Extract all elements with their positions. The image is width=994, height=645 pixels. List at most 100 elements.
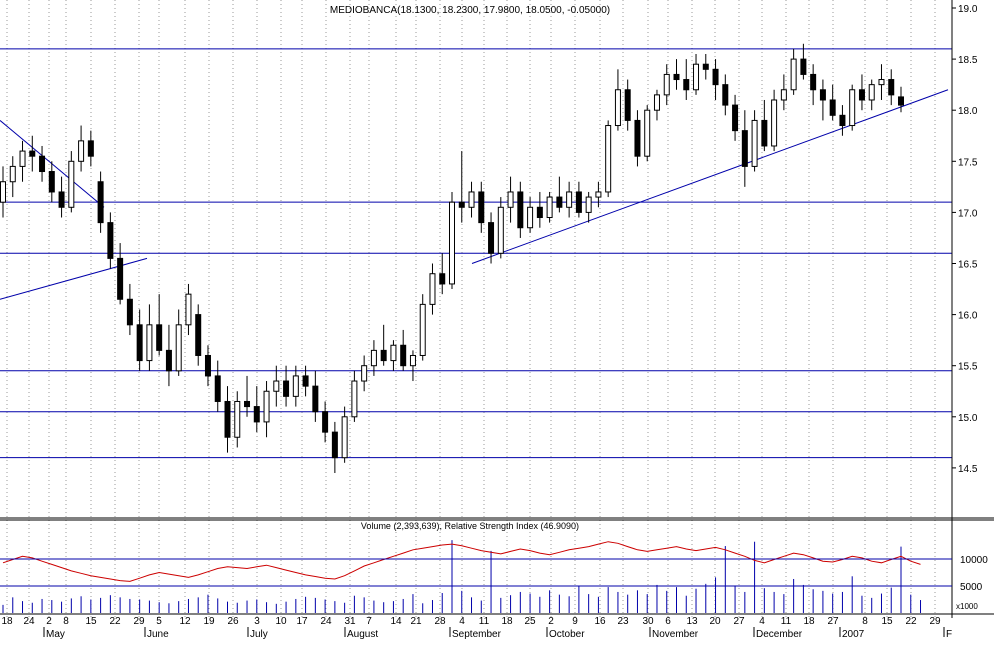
candle-body-44 [429, 273, 436, 305]
candle-body-7 [68, 160, 75, 208]
candle-body-65 [634, 119, 641, 157]
candle-body-46 [449, 201, 455, 285]
month-label-7: December [756, 629, 803, 640]
day-label-33: 4 [759, 616, 765, 627]
candle-body-67 [653, 94, 660, 111]
candle-body-81 [790, 58, 797, 91]
volume-tick-label-0: 5000 [960, 582, 983, 593]
month-label-3: August [347, 629, 378, 640]
candle-body-6 [58, 191, 65, 208]
candle-body-39 [380, 349, 387, 362]
month-label-8: 2007 [842, 629, 865, 640]
candle-body-50 [488, 222, 495, 254]
day-label-27: 23 [617, 616, 629, 627]
candle-body-36 [351, 380, 358, 418]
month-label-4: September [452, 629, 502, 640]
day-label-21: 11 [479, 616, 490, 627]
day-label-37: 8 [862, 616, 868, 627]
candle-body-48 [468, 191, 475, 208]
candle-body-62 [605, 125, 612, 193]
day-label-25: 9 [572, 616, 578, 627]
candle-body-60 [585, 196, 592, 213]
day-label-39: 22 [905, 616, 917, 627]
rsi-line [2, 541, 921, 582]
candle-body-57 [556, 196, 563, 208]
candle-body-56 [546, 196, 553, 219]
month-label-0: May [46, 629, 65, 640]
price-chart-title: MEDIOBANCA(18.1300, 18.2300, 17.9800, 18… [330, 5, 610, 16]
candle-body-58 [566, 191, 573, 208]
candle-body-55 [536, 206, 543, 219]
candle-body-37 [361, 365, 368, 382]
candle-body-71 [693, 63, 700, 91]
candle-body-32 [312, 385, 319, 413]
candle-body-18 [175, 324, 182, 372]
day-label-22: 18 [501, 616, 513, 627]
candle-body-35 [341, 416, 348, 459]
candle-body-49 [478, 191, 485, 224]
candle-body-52 [507, 191, 514, 208]
candle-body-38 [370, 349, 377, 367]
candle-body-0 [0, 181, 6, 203]
day-label-35: 18 [803, 616, 815, 627]
candle-body-51 [497, 206, 504, 254]
candle-body-59 [575, 191, 582, 213]
day-label-12: 10 [275, 616, 287, 627]
candle-body-13 [126, 298, 133, 326]
day-label-23: 25 [524, 616, 536, 627]
candle-body-14 [136, 324, 143, 362]
day-label-30: 13 [686, 616, 698, 627]
day-label-7: 5 [156, 616, 162, 627]
day-label-38: 15 [881, 616, 893, 627]
candle-body-89 [868, 84, 875, 101]
candle-body-73 [712, 68, 719, 86]
candle-body-17 [165, 349, 172, 372]
candle-body-78 [761, 119, 768, 147]
volume-unit-label: x1000 [956, 602, 978, 611]
candle-body-88 [858, 89, 865, 101]
candle-body-34 [331, 431, 338, 459]
price-tick-label-9: 19.0 [958, 4, 978, 15]
rsi-series-line [2, 541, 921, 582]
day-label-34: 11 [781, 616, 792, 627]
candle-body-10 [97, 181, 104, 224]
price-tick-label-8: 18.5 [958, 55, 978, 66]
candle-body-28 [273, 380, 280, 392]
trendline-2 [471, 89, 949, 264]
candle-body-63 [614, 89, 621, 127]
candle-body-3 [29, 150, 36, 157]
volume-tick-label-1: 10000 [960, 555, 988, 566]
candle-body-41 [400, 344, 407, 367]
candle-body-77 [751, 119, 758, 167]
candle-body-29 [283, 380, 290, 397]
month-label-1: June [147, 629, 169, 640]
day-label-2: 2 [46, 616, 52, 627]
candle-body-4 [39, 155, 46, 173]
price-tick-label-1: 15.0 [958, 413, 978, 424]
day-label-20: 4 [459, 616, 465, 627]
candle-body-33 [322, 411, 329, 433]
candle-body-12 [117, 257, 124, 300]
day-label-3: 8 [63, 616, 69, 627]
candle-body-75 [732, 104, 739, 132]
day-label-0: 18 [1, 616, 13, 627]
candle-body-1 [9, 165, 16, 183]
day-label-1: 24 [23, 616, 35, 627]
day-label-18: 21 [410, 616, 422, 627]
day-label-24: 2 [548, 616, 554, 627]
candle-body-24 [234, 400, 241, 438]
candle-body-74 [722, 84, 729, 106]
month-label-5: October [549, 629, 585, 640]
day-label-36: 27 [827, 616, 839, 627]
candle-body-27 [263, 390, 270, 423]
candle-body-16 [156, 324, 163, 351]
day-label-32: 27 [733, 616, 745, 627]
candle-body-21 [204, 354, 211, 377]
candle-body-79 [771, 99, 778, 147]
day-label-28: 30 [642, 616, 654, 627]
price-tick-label-5: 17.0 [958, 208, 978, 219]
candle-body-25 [244, 400, 251, 408]
price-tick-label-6: 17.5 [958, 157, 978, 168]
